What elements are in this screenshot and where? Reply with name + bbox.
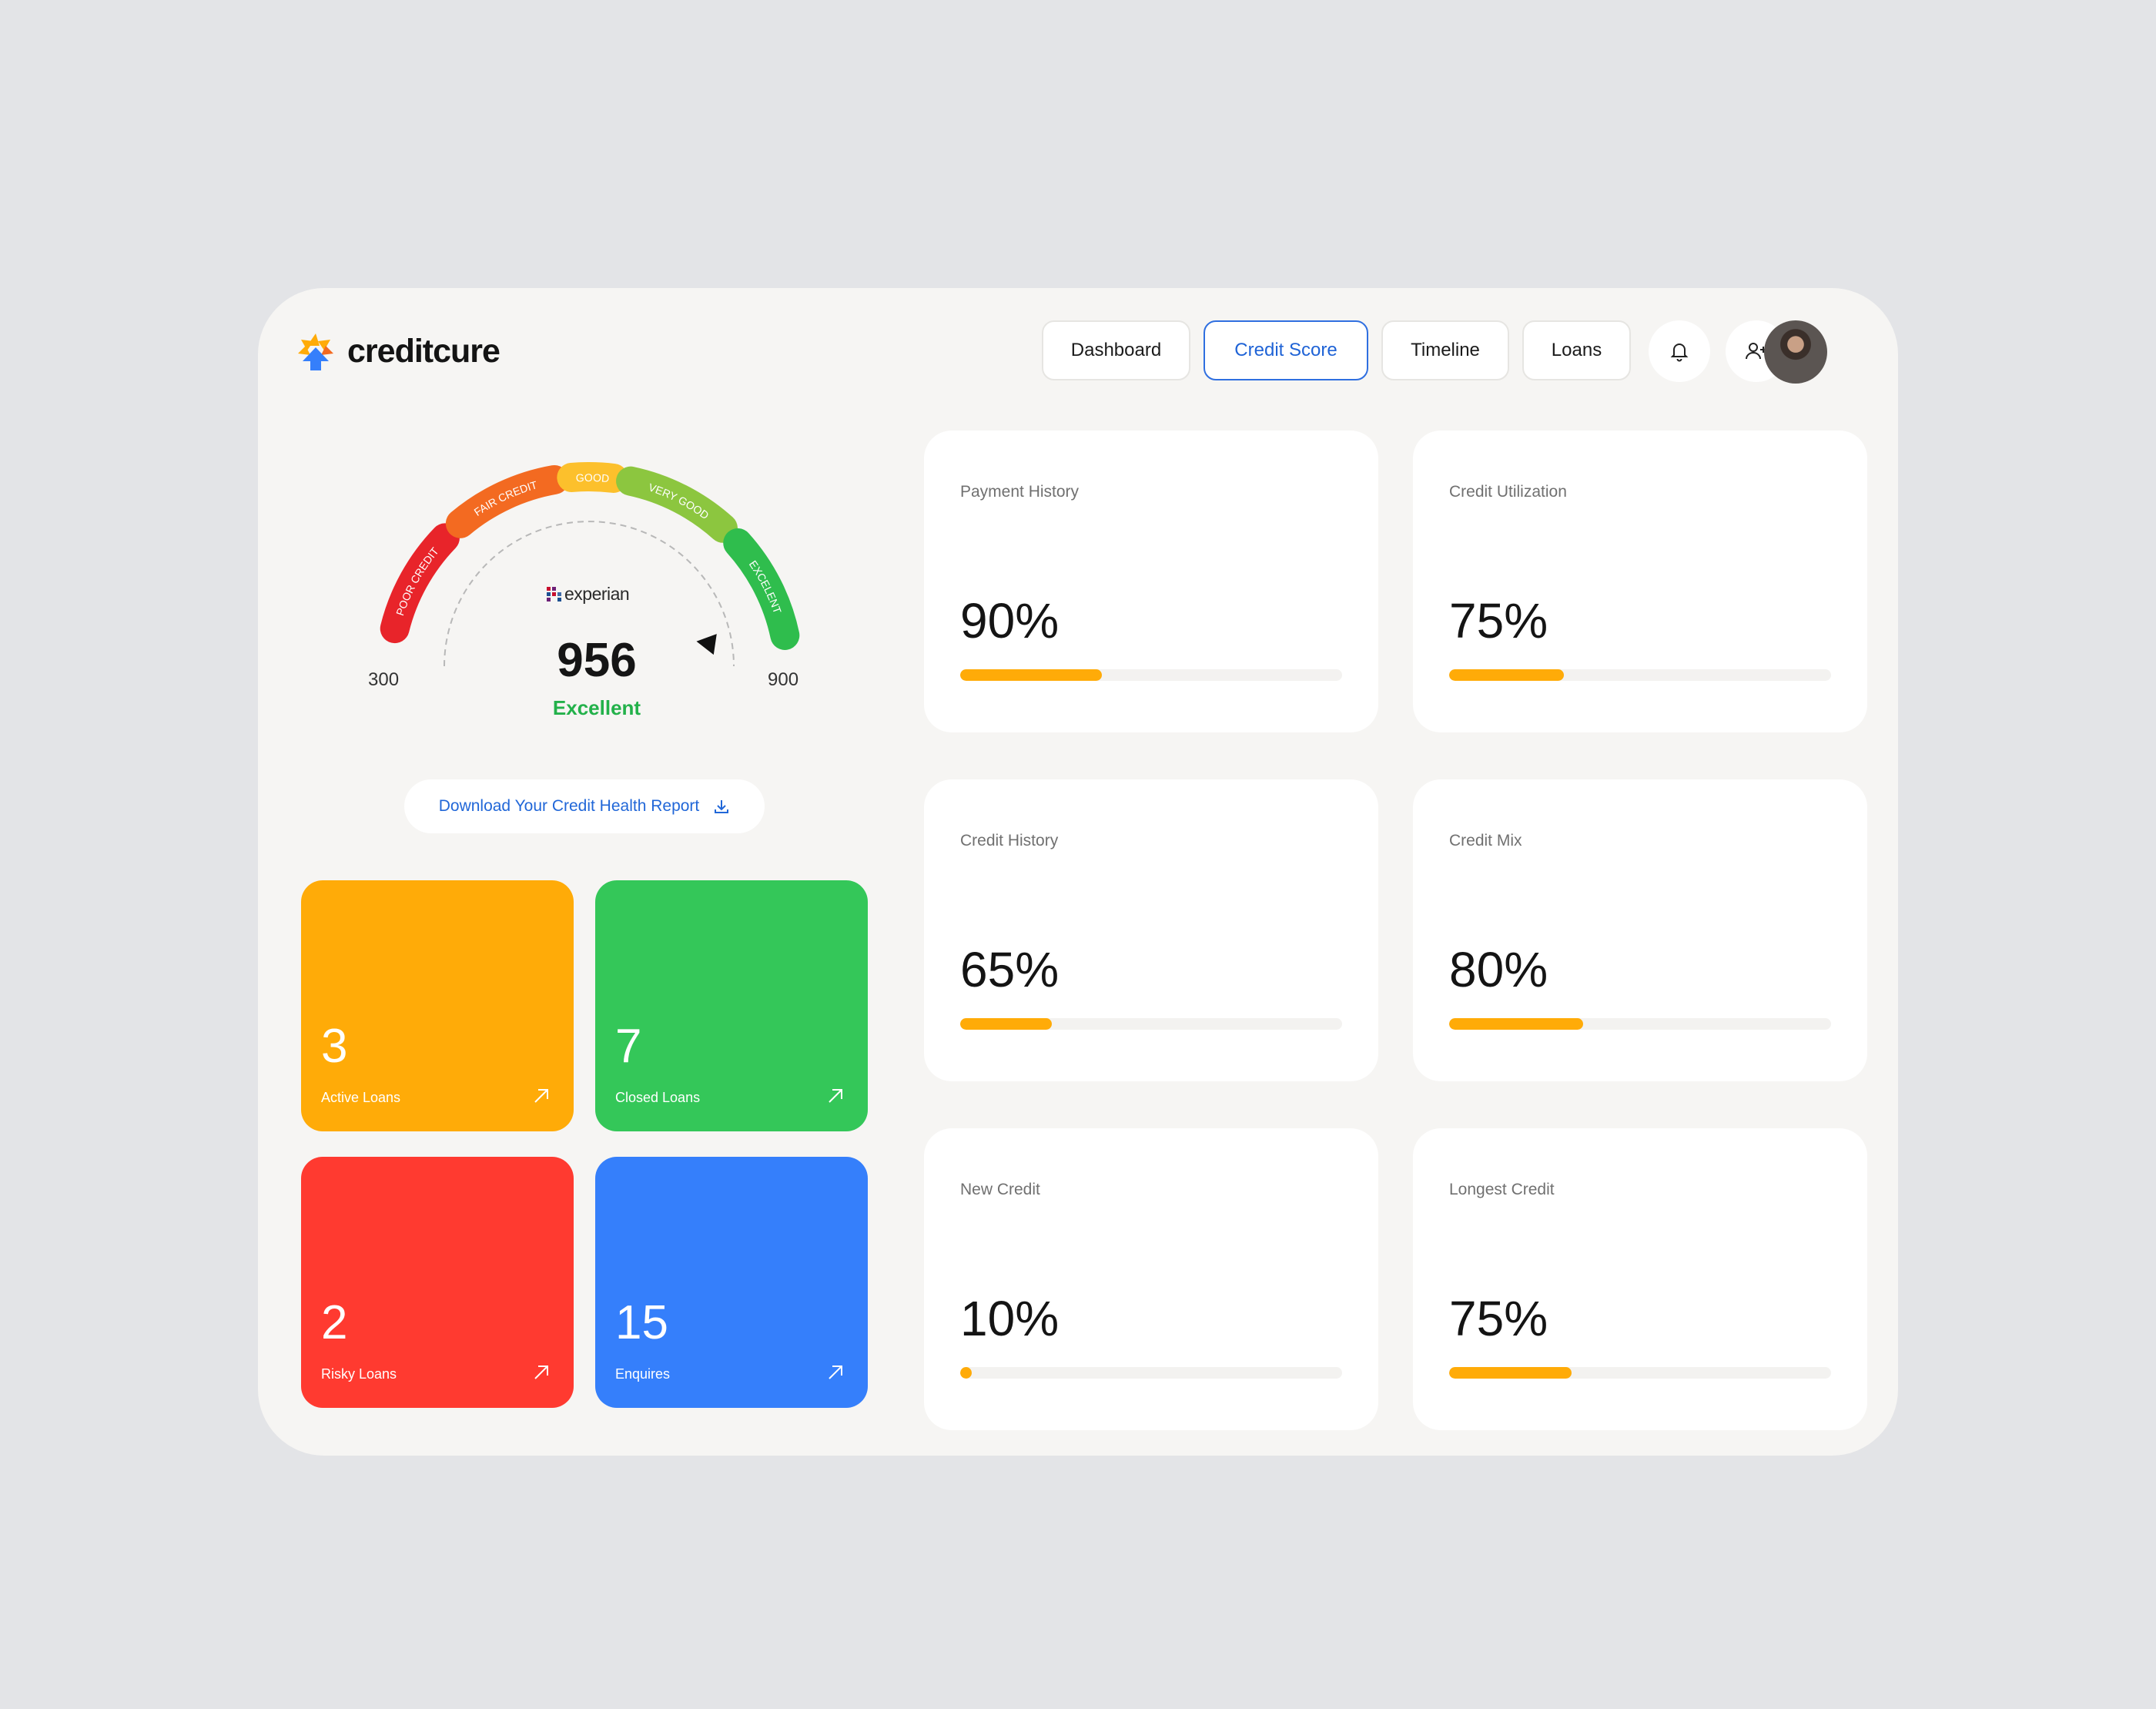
metric-card-credit-mix[interactable]: Credit Mix 80% xyxy=(1413,779,1867,1081)
metric-title: New Credit xyxy=(960,1181,1040,1198)
metric-title: Credit Mix xyxy=(1449,832,1522,849)
tile-active-loans[interactable]: 3 Active Loans xyxy=(301,880,574,1131)
metric-progress-fill xyxy=(960,1367,972,1379)
app-window: creditcure Dashboard Credit Score Timeli… xyxy=(258,288,1898,1456)
metric-progress-track xyxy=(1449,1367,1831,1379)
metric-value: 80% xyxy=(1449,942,1548,997)
metric-value: 65% xyxy=(960,942,1060,997)
tile-count: 2 xyxy=(321,1296,348,1349)
gauge-band-good xyxy=(557,462,628,493)
gauge-inner-track xyxy=(444,521,735,667)
tile-closed-loans[interactable]: 7 Closed Loans xyxy=(595,880,868,1131)
gauge-min-label: 300 xyxy=(368,669,400,690)
arrow-up-right-icon xyxy=(829,1089,842,1103)
metric-title: Credit History xyxy=(960,832,1059,849)
tile-count: 15 xyxy=(615,1296,668,1349)
metric-card-payment-history[interactable]: Payment History 90% xyxy=(924,431,1378,732)
tile-label: Active Loans xyxy=(321,1090,401,1105)
tab-dashboard[interactable]: Dashboard xyxy=(1042,320,1190,380)
download-icon xyxy=(715,800,729,813)
metric-progress-track xyxy=(960,1018,1342,1030)
metric-title: Payment History xyxy=(960,483,1080,501)
credit-score-value: 956 xyxy=(557,634,637,687)
metric-value: 90% xyxy=(960,593,1060,648)
metric-progress-fill xyxy=(960,1018,1053,1030)
arrow-up-right-icon xyxy=(829,1366,842,1379)
arrow-up-right-icon xyxy=(534,1089,548,1103)
tile-risky-loans[interactable]: 2 Risky Loans xyxy=(301,1157,574,1408)
download-report-button[interactable]: Download Your Credit Health Report xyxy=(404,779,765,833)
metric-card-longest-credit[interactable]: Longest Credit 75% xyxy=(1413,1128,1867,1430)
tile-label: Enquires xyxy=(615,1366,671,1382)
metric-progress-track xyxy=(960,1367,1342,1379)
metric-progress-track xyxy=(960,669,1342,681)
metric-progress-fill xyxy=(960,669,1102,681)
gauge-band-fair-credit xyxy=(445,464,569,538)
tile-enquires[interactable]: 15 Enquires xyxy=(595,1157,868,1408)
metric-card-credit-utilization[interactable]: Credit Utilization 75% xyxy=(1413,431,1867,732)
gauge-band-poor-credit xyxy=(380,523,460,644)
gauge-band-excelent xyxy=(723,528,800,650)
tab-loans[interactable]: Loans xyxy=(1522,320,1631,380)
metric-value: 75% xyxy=(1449,1291,1548,1346)
gauge-band-label: GOOD xyxy=(575,471,609,484)
download-report-label: Download Your Credit Health Report xyxy=(438,797,700,815)
gauge-band-very-good xyxy=(616,466,738,543)
tile-label: Closed Loans xyxy=(615,1090,701,1105)
experian-dots-icon xyxy=(547,587,561,602)
brand-name: creditcure xyxy=(347,332,500,370)
bell-icon xyxy=(1670,343,1689,362)
metric-value: 10% xyxy=(960,1291,1060,1346)
bureau-logo: experian xyxy=(547,584,630,605)
gauge-max-label: 900 xyxy=(768,669,799,690)
user-avatar[interactable] xyxy=(1764,320,1827,384)
credit-score-rating: Excellent xyxy=(552,696,641,719)
metric-progress-track xyxy=(1449,669,1831,681)
metric-card-credit-history[interactable]: Credit History 65% xyxy=(924,779,1378,1081)
brand[interactable]: creditcure xyxy=(295,330,500,372)
metric-card-new-credit[interactable]: New Credit 10% xyxy=(924,1128,1378,1430)
tab-credit-score[interactable]: Credit Score xyxy=(1204,320,1368,380)
creditcure-logo-icon xyxy=(298,333,333,370)
tile-label: Risky Loans xyxy=(321,1366,397,1382)
tab-timeline[interactable]: Timeline xyxy=(1381,320,1509,380)
metric-value: 75% xyxy=(1449,593,1548,648)
metric-progress-track xyxy=(1449,1018,1831,1030)
metric-progress-fill xyxy=(1449,1367,1572,1379)
tile-count: 7 xyxy=(615,1020,642,1073)
metric-title: Credit Utilization xyxy=(1449,483,1567,501)
tile-count: 3 xyxy=(321,1020,348,1073)
arrow-up-right-icon xyxy=(534,1366,548,1379)
notifications-button[interactable] xyxy=(1649,320,1710,382)
metric-title: Longest Credit xyxy=(1449,1181,1555,1198)
bureau-name: experian xyxy=(564,584,630,604)
gauge-pointer xyxy=(696,634,717,655)
metric-progress-fill xyxy=(1449,669,1564,681)
metric-progress-fill xyxy=(1449,1018,1583,1030)
